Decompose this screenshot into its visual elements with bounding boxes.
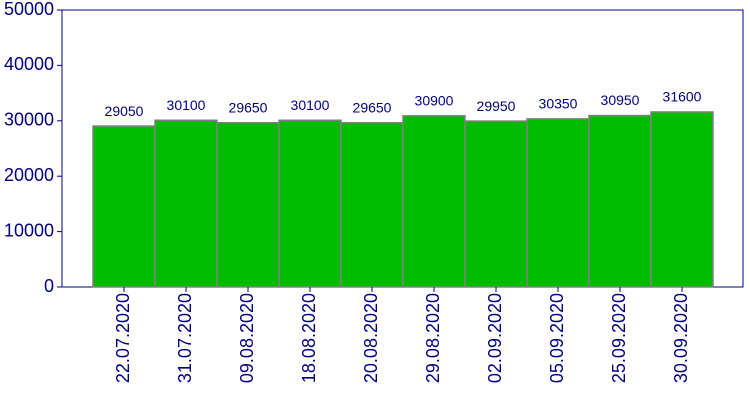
bar (154, 119, 218, 288)
x-tick-label: 29.08.2020 (423, 293, 443, 383)
bar (526, 118, 590, 288)
value-label: 30350 (539, 96, 578, 112)
y-tick-label: 20000 (4, 165, 54, 185)
value-label: 30100 (291, 97, 330, 113)
bar (92, 125, 156, 288)
y-tick-label: 30000 (4, 110, 54, 130)
value-label: 29650 (353, 99, 392, 115)
bar (588, 114, 652, 288)
bar (216, 121, 280, 288)
y-tick-label: 10000 (4, 220, 54, 240)
value-label: 29050 (105, 103, 144, 119)
y-tick-label: 40000 (4, 54, 54, 74)
bar (278, 119, 342, 288)
x-tick-label: 09.08.2020 (237, 293, 257, 383)
bar (340, 121, 404, 288)
y-tick-label: 50000 (4, 0, 54, 19)
value-label: 30100 (167, 97, 206, 113)
x-tick-label: 22.07.2020 (113, 293, 133, 383)
x-tick-label: 31.07.2020 (175, 293, 195, 383)
x-tick-label: 20.08.2020 (361, 293, 381, 383)
x-tick-label: 05.09.2020 (547, 293, 567, 383)
bar (402, 115, 466, 288)
x-tick-label: 30.09.2020 (671, 293, 691, 383)
value-label: 30900 (415, 93, 454, 109)
value-label: 29950 (477, 98, 516, 114)
x-tick-label: 18.08.2020 (299, 293, 319, 383)
x-tick-label: 02.09.2020 (485, 293, 505, 383)
bar (650, 111, 714, 288)
bar (464, 120, 528, 288)
y-tick-label: 0 (44, 276, 54, 296)
x-tick-label: 25.09.2020 (609, 293, 629, 383)
value-label: 31600 (663, 89, 702, 105)
value-label: 29650 (229, 99, 268, 115)
value-label: 30950 (601, 92, 640, 108)
